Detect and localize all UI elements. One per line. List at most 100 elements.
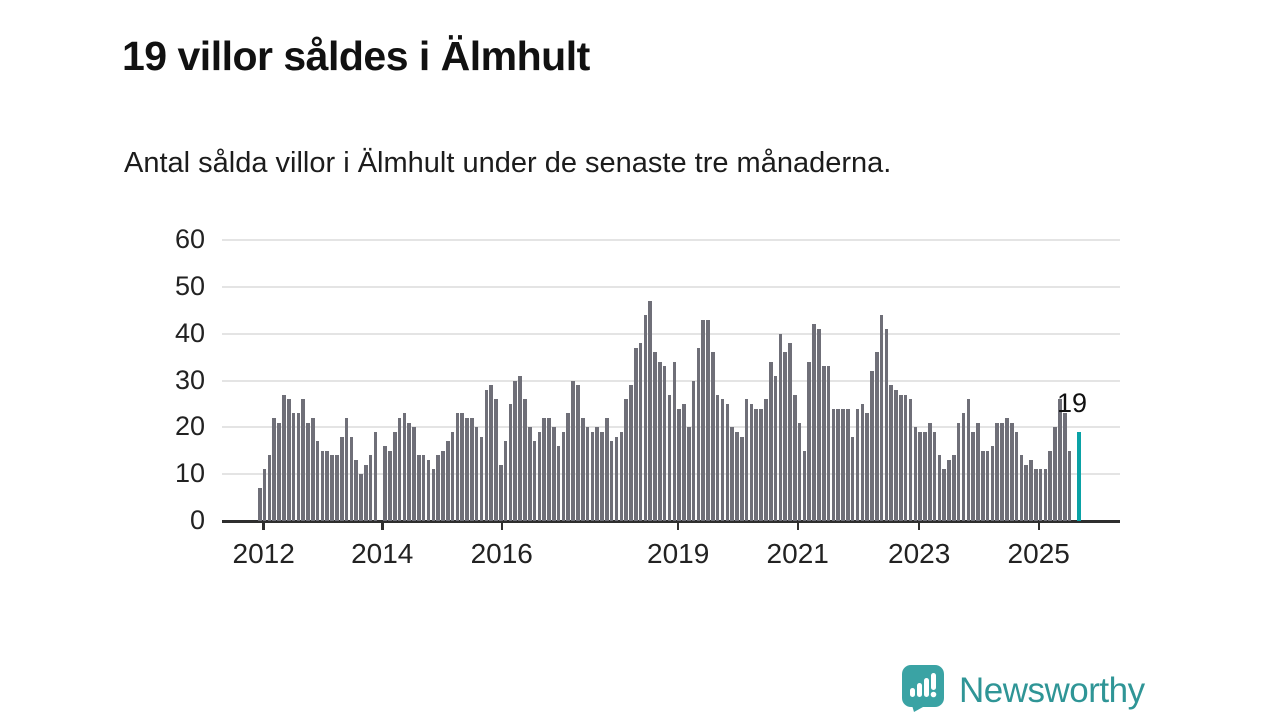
bar <box>566 413 571 521</box>
bar <box>301 399 305 521</box>
bar <box>465 417 469 521</box>
bar <box>407 422 411 521</box>
bar <box>460 413 465 521</box>
x-tick-mark <box>1037 521 1040 530</box>
bar <box>1048 450 1053 521</box>
bar <box>1019 455 1024 521</box>
bar <box>908 399 913 521</box>
bar <box>402 413 407 521</box>
bar <box>470 417 474 521</box>
bar <box>735 432 739 521</box>
bar <box>918 432 922 521</box>
x-tick-mark <box>262 521 265 530</box>
bar <box>359 474 363 521</box>
bar <box>720 399 725 521</box>
bar <box>330 455 334 521</box>
bar <box>874 352 879 521</box>
bar <box>262 469 267 521</box>
bar <box>595 427 599 521</box>
bar <box>985 450 990 521</box>
bar <box>947 460 951 521</box>
bar <box>527 427 532 521</box>
x-tick-label: 2012 <box>232 538 295 569</box>
bar <box>715 394 720 521</box>
bar <box>412 427 416 521</box>
bar <box>913 427 918 521</box>
y-tick-label: 30 <box>174 364 205 395</box>
bar <box>335 455 339 521</box>
gridline <box>222 379 1120 382</box>
bar <box>966 399 971 521</box>
bar <box>523 399 527 521</box>
bar <box>691 380 696 521</box>
bar <box>841 408 845 521</box>
x-tick-label: 2019 <box>647 538 710 569</box>
bar <box>1043 469 1048 521</box>
bar <box>600 432 604 521</box>
bar <box>580 417 585 521</box>
bar <box>807 361 812 521</box>
x-tick-mark <box>676 521 680 530</box>
bar <box>499 464 503 521</box>
x-tick-label: 2021 <box>766 538 829 569</box>
bar <box>484 389 489 521</box>
bar <box>436 455 440 521</box>
bar <box>552 427 556 521</box>
bar <box>686 427 691 521</box>
newsworthy-logo: Newsworthy <box>901 664 1145 717</box>
bar <box>793 394 797 521</box>
bar <box>426 460 431 521</box>
bar <box>518 375 522 521</box>
bar <box>417 455 421 521</box>
bar <box>585 427 590 521</box>
bar <box>542 417 546 521</box>
bar <box>783 352 787 521</box>
bar <box>894 389 898 521</box>
bar <box>397 417 402 521</box>
gridline <box>222 239 1120 241</box>
chart-subtitle: Antal sålda villor i Älmhult under de se… <box>124 147 892 179</box>
bar <box>258 488 262 521</box>
x-tick-label: 2025 <box>1007 538 1070 569</box>
bar <box>860 403 865 521</box>
bar <box>850 436 855 521</box>
bar <box>797 422 802 521</box>
bar <box>354 460 358 521</box>
bar <box>282 394 286 521</box>
bar <box>903 394 908 521</box>
y-tick-label: 10 <box>174 458 205 489</box>
bar <box>508 403 513 521</box>
bar <box>441 450 445 521</box>
bar <box>455 413 460 521</box>
bar <box>1009 422 1014 521</box>
bar <box>643 314 648 521</box>
bar <box>364 464 368 521</box>
bar <box>1067 450 1072 521</box>
bar <box>633 347 638 521</box>
bar <box>788 343 792 521</box>
bar <box>388 450 392 521</box>
bar <box>325 450 330 521</box>
bar <box>614 436 619 521</box>
gridline <box>222 332 1120 335</box>
bar <box>1062 413 1067 521</box>
bar <box>899 394 903 521</box>
bar <box>648 300 652 521</box>
bar <box>624 399 628 521</box>
bar <box>629 385 633 521</box>
bar <box>768 361 773 521</box>
bar <box>831 408 836 521</box>
y-tick-label: 50 <box>174 270 205 301</box>
bar <box>267 455 272 521</box>
bar <box>1005 417 1009 521</box>
highlighted-bar-latest <box>1077 432 1081 521</box>
bar <box>315 441 320 521</box>
bar <box>513 380 518 521</box>
bar <box>1034 469 1038 521</box>
bar <box>981 450 985 521</box>
bar <box>431 469 436 521</box>
bar <box>932 432 937 521</box>
bar <box>952 455 956 521</box>
bar <box>561 432 566 521</box>
x-tick-mark <box>796 521 799 530</box>
